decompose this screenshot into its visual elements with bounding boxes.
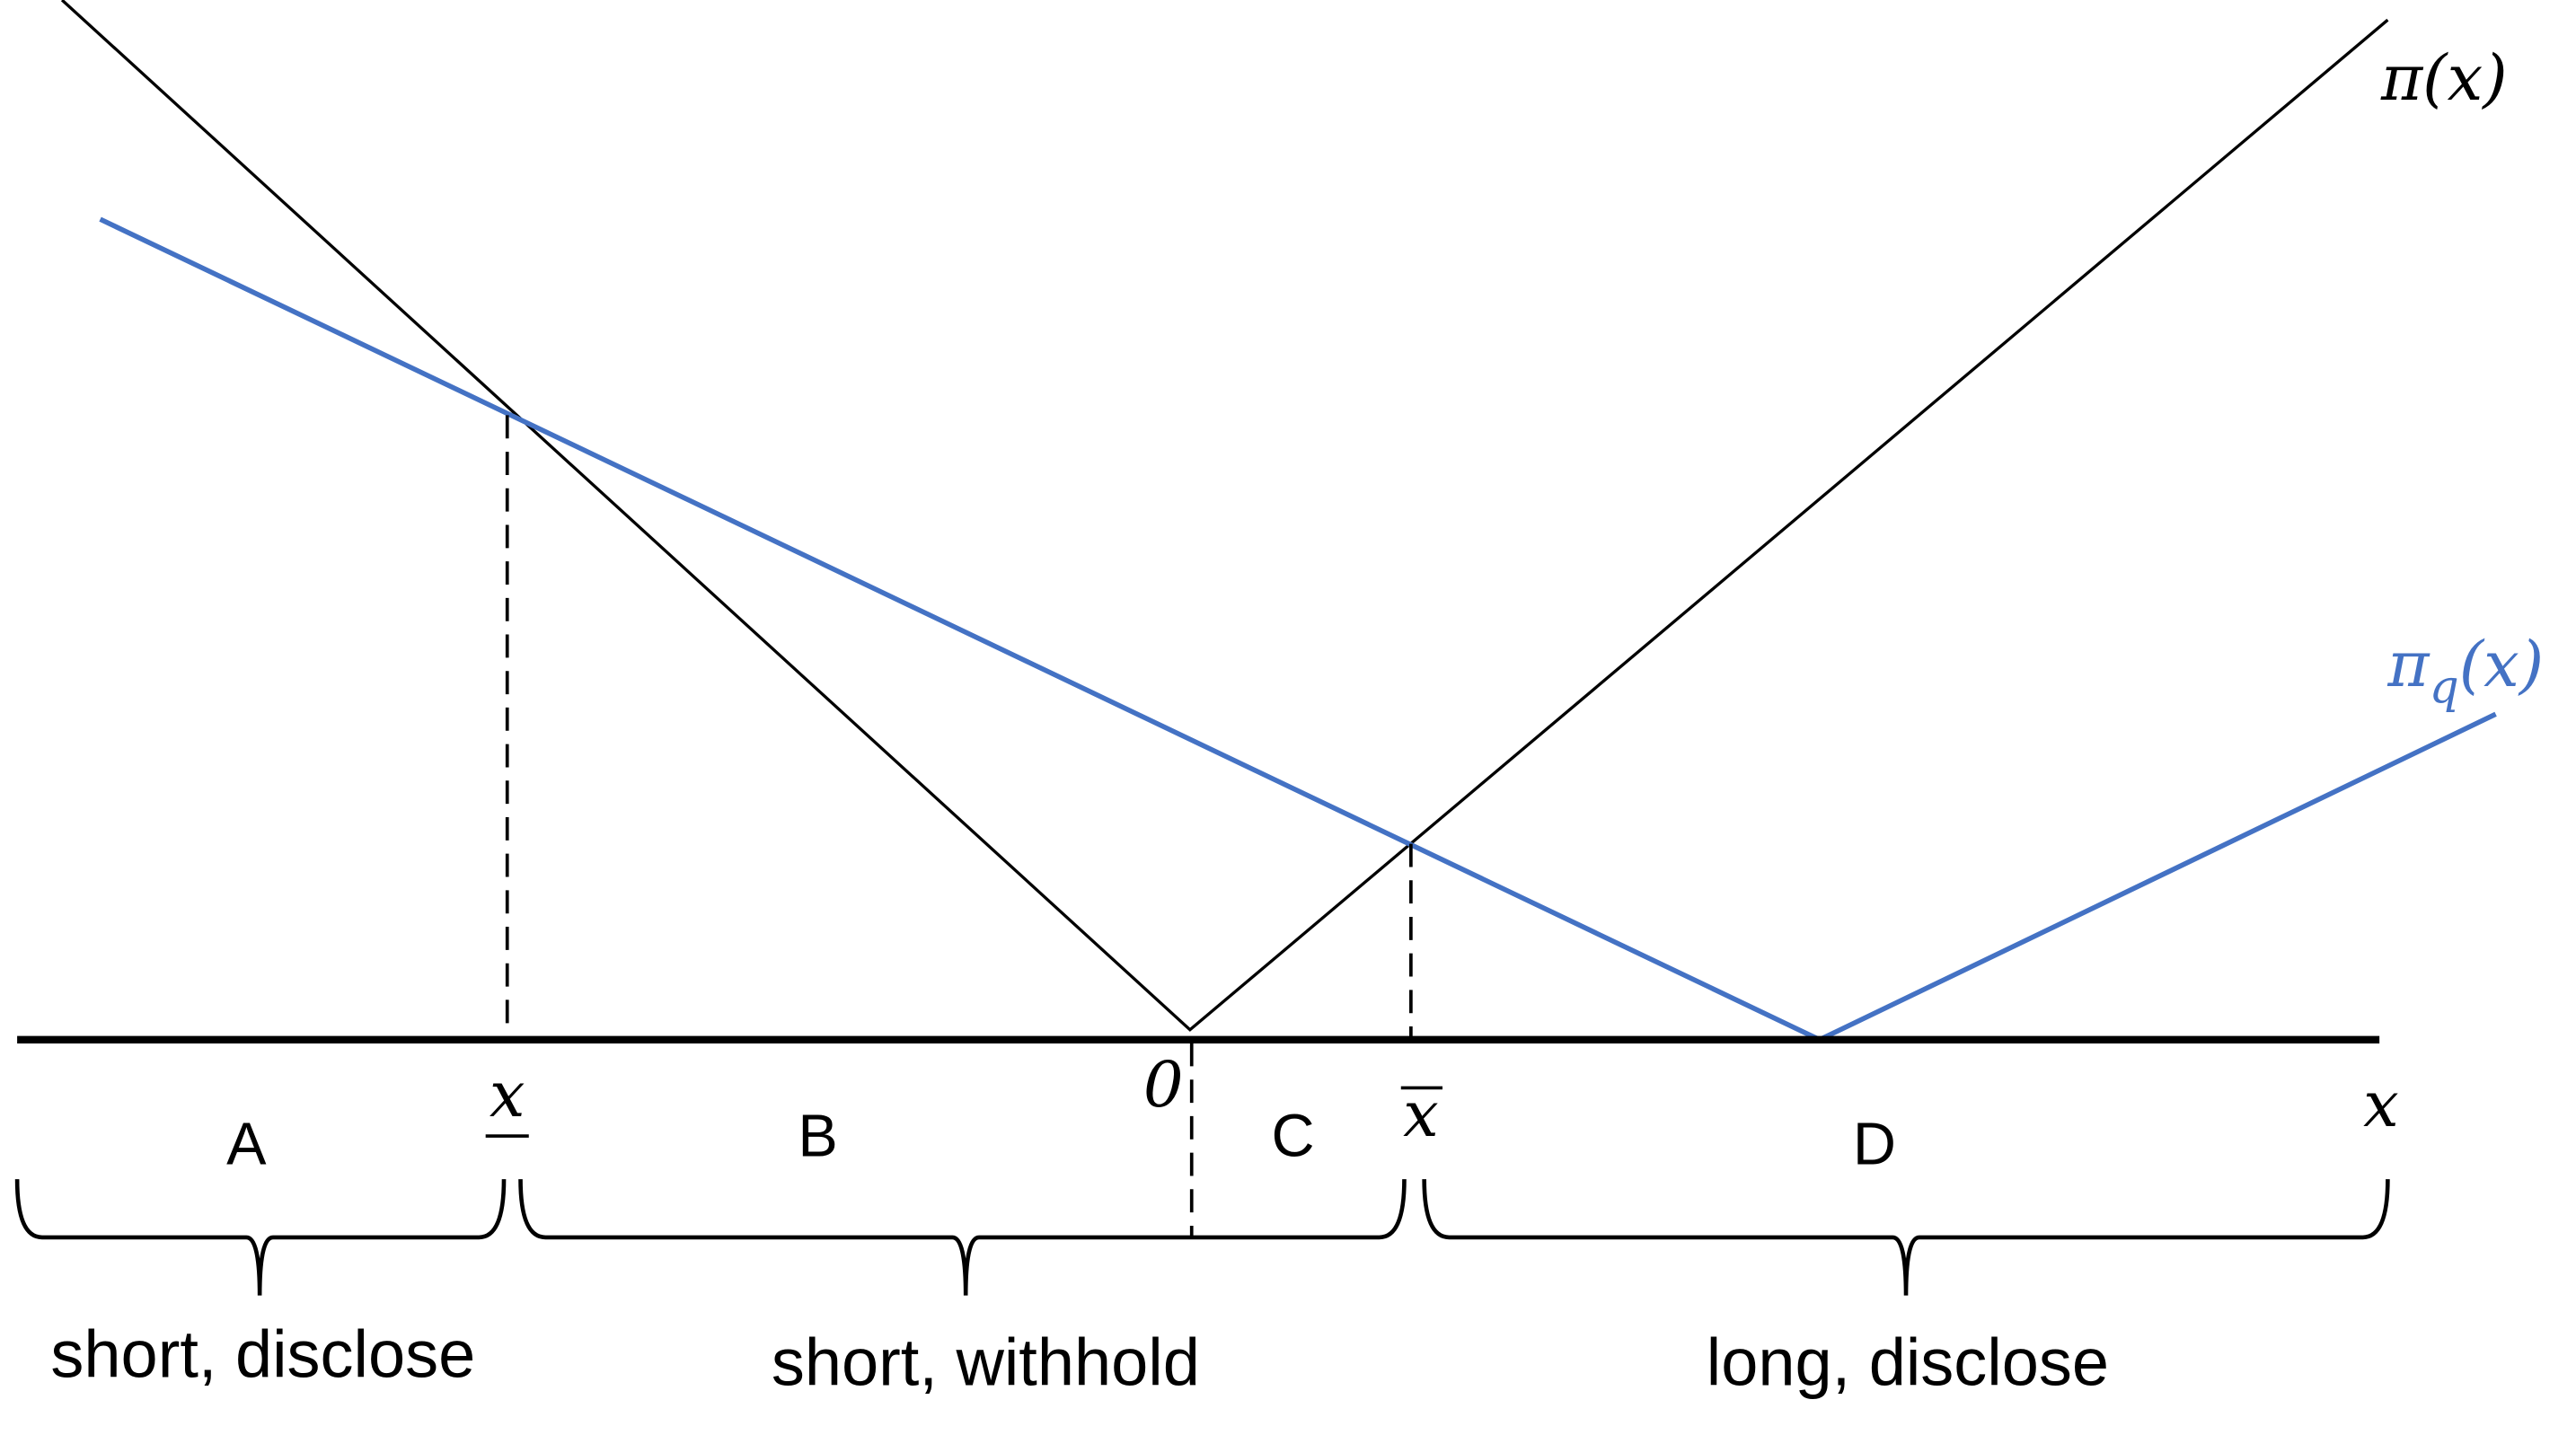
pi-q-label: πq(x) (2386, 628, 2544, 714)
pi-q-subscript: q (2430, 660, 2459, 714)
pi-label: π(x) (2380, 41, 2508, 115)
region-label: A (226, 1112, 267, 1178)
pi-q-symbol: π (2386, 628, 2430, 701)
pi-curve (60, 0, 2389, 1032)
axis-label: x (2363, 1068, 2399, 1141)
pi-q-argument: (x) (2459, 628, 2544, 701)
region-label: C (1272, 1103, 1315, 1169)
region-label: D (1853, 1112, 1896, 1178)
brace (1422, 1179, 2390, 1296)
group-label: short, withhold (772, 1325, 1200, 1400)
brace (14, 1179, 507, 1296)
upper-threshold-label: x (1403, 1078, 1439, 1151)
brace (518, 1179, 1407, 1296)
group-label: long, disclose (1707, 1325, 2109, 1400)
group-label: short, disclose (50, 1316, 475, 1391)
origin-label: 0 (1143, 1048, 1184, 1122)
lower-threshold-label: x (490, 1058, 525, 1131)
region-label: B (798, 1103, 837, 1169)
